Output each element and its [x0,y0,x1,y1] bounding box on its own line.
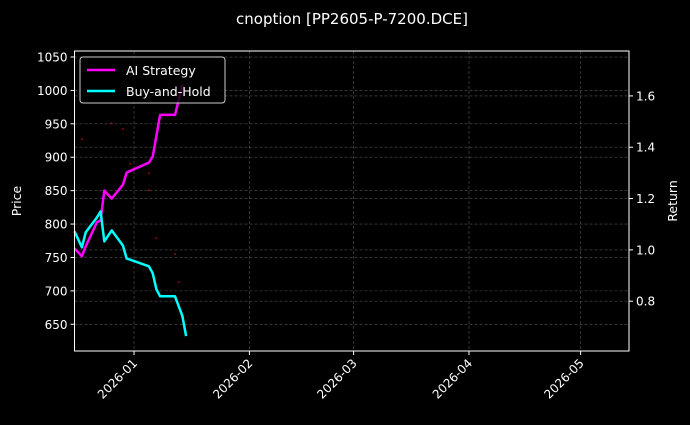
y2-tick-label: 1.6 [636,89,655,103]
chart-title: cnoption [PP2605-P-7200.DCE] [236,10,468,28]
price-point [173,253,176,256]
y2-tick-label: 0.8 [636,295,655,309]
price-point [121,128,124,131]
y2-tick-label: 1.0 [636,243,655,257]
grid [74,51,629,351]
legend: AI Strategy Buy-and-Hold [79,56,226,104]
y-axis-left: 650 700 750 800 850 900 950 1000 1050 [37,51,75,332]
y-tick-label: 850 [45,184,68,198]
series-line-ai-strategy [73,84,184,258]
price-point [129,162,132,165]
y-tick-label: 650 [45,318,68,332]
series-line-buy-and-hold [73,210,188,337]
y2-tick-label: 1.4 [636,141,655,155]
y-tick-label: 950 [45,117,68,131]
y-tick-label: 800 [45,218,68,232]
return-series [73,84,188,337]
plot-frame [74,50,630,352]
y-axis-label: Price [9,185,24,216]
y2-axis-label: Return [665,180,680,221]
price-point [155,237,158,240]
y-tick-label: 750 [45,251,68,265]
legend-label-strategy: AI Strategy [126,63,196,78]
price-point [147,188,150,191]
price-point [177,281,180,284]
y-tick-label: 1050 [37,51,68,65]
y-axis-right: 0.8 1.0 1.2 1.4 1.6 [629,89,655,309]
price-point [147,172,150,175]
legend-label-buyhold: Buy-and-Hold [126,84,211,99]
price-point [110,122,113,125]
price-series [80,122,180,284]
y-tick-label: 1000 [37,84,68,98]
price-point [80,138,83,141]
y-tick-label: 900 [45,151,68,165]
y-tick-label: 700 [45,284,68,298]
y2-tick-label: 1.2 [636,192,655,206]
